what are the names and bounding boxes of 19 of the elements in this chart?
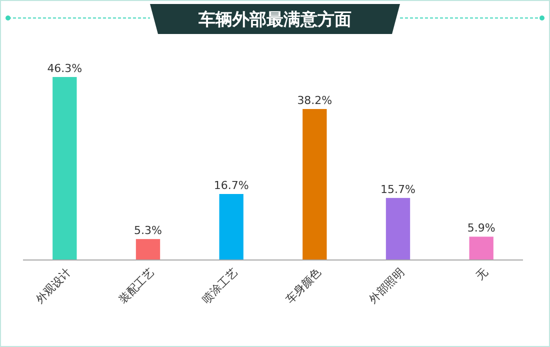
bar bbox=[136, 239, 160, 260]
data-label: 5.9% bbox=[467, 222, 496, 235]
data-label: 16.7% bbox=[214, 178, 249, 192]
x-tick-label: 装配工艺 bbox=[116, 266, 157, 306]
x-tick-label: 外观设计 bbox=[33, 266, 74, 306]
bar bbox=[219, 194, 244, 260]
x-tick-label: 无 bbox=[473, 266, 490, 283]
bar bbox=[52, 77, 77, 260]
data-label: 46.3% bbox=[47, 62, 82, 75]
bar bbox=[302, 109, 327, 260]
data-label: 5.3% bbox=[134, 224, 162, 238]
x-tick-label: 车身颜色 bbox=[283, 266, 324, 306]
bar bbox=[386, 198, 410, 260]
bar bbox=[469, 236, 494, 260]
x-tick-label: 喷涂工艺 bbox=[200, 266, 240, 306]
chart-title: 车辆外部最满意方面 bbox=[198, 10, 352, 30]
data-label: 15.7% bbox=[380, 182, 416, 196]
data-label: 38.2% bbox=[297, 94, 332, 108]
x-tick-label: 外部照明 bbox=[366, 266, 407, 306]
